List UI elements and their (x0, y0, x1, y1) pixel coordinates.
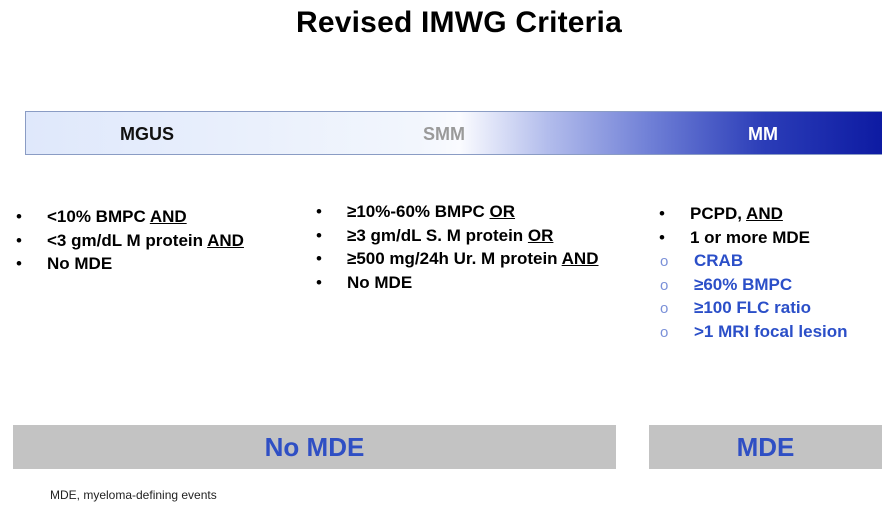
list-item: • ≥10%-60% BMPC OR (316, 200, 599, 224)
list-item: • No MDE (316, 271, 599, 295)
circle-bullet-icon: o (660, 276, 669, 294)
slide-title: Revised IMWG Criteria (296, 6, 622, 39)
disease-spectrum-bar (25, 111, 882, 155)
sub-list-item: o ≥100 FLC ratio (659, 296, 848, 320)
bullet-icon: • (316, 202, 322, 221)
list-item: • No MDE (16, 252, 244, 276)
bullet-icon: • (16, 230, 22, 250)
no-mde-bar: No MDE (13, 425, 616, 469)
list-item: • ≥3 gm/dL S. M protein OR (316, 224, 599, 248)
bullet-icon: • (659, 227, 665, 247)
list-item: • 1 or more MDE (659, 226, 848, 250)
bullet-icon: • (316, 272, 322, 292)
bullet-icon: • (659, 204, 665, 223)
circle-bullet-icon: o (660, 253, 669, 270)
smm-label: SMM (423, 124, 465, 144)
sub-list-item: o CRAB (659, 249, 848, 273)
list-item: • PCPD, AND (659, 202, 848, 226)
sub-list-item: o >1 MRI focal lesion (659, 320, 848, 344)
mm-label: MM (748, 124, 778, 144)
list-item: • <3 gm/dL M protein AND (16, 229, 244, 253)
smm-criteria-list: • ≥10%-60% BMPC OR • ≥3 gm/dL S. M protein… (316, 200, 599, 294)
mde-bar: MDE (649, 425, 882, 469)
footnote: MDE, myeloma-defining events (50, 488, 217, 502)
bullet-icon: • (16, 207, 22, 226)
mm-criteria-list: • PCPD, AND • 1 or more MDE o CRAB o ≥60% BM… (659, 202, 848, 343)
sub-list-item: o ≥60% BMPC (659, 273, 848, 297)
bullet-icon: • (16, 254, 22, 273)
circle-bullet-icon: o (660, 323, 669, 341)
mgus-criteria-list: • <10% BMPC AND • <3 gm/dL M protein AND •… (16, 205, 244, 276)
list-item: • ≥500 mg/24h Ur. M protein AND (316, 247, 599, 271)
bullet-icon: • (316, 225, 322, 245)
bullet-icon: • (316, 249, 322, 268)
list-item: • <10% BMPC AND (16, 205, 244, 229)
circle-bullet-icon: o (660, 300, 669, 317)
mgus-label: MGUS (120, 124, 174, 144)
